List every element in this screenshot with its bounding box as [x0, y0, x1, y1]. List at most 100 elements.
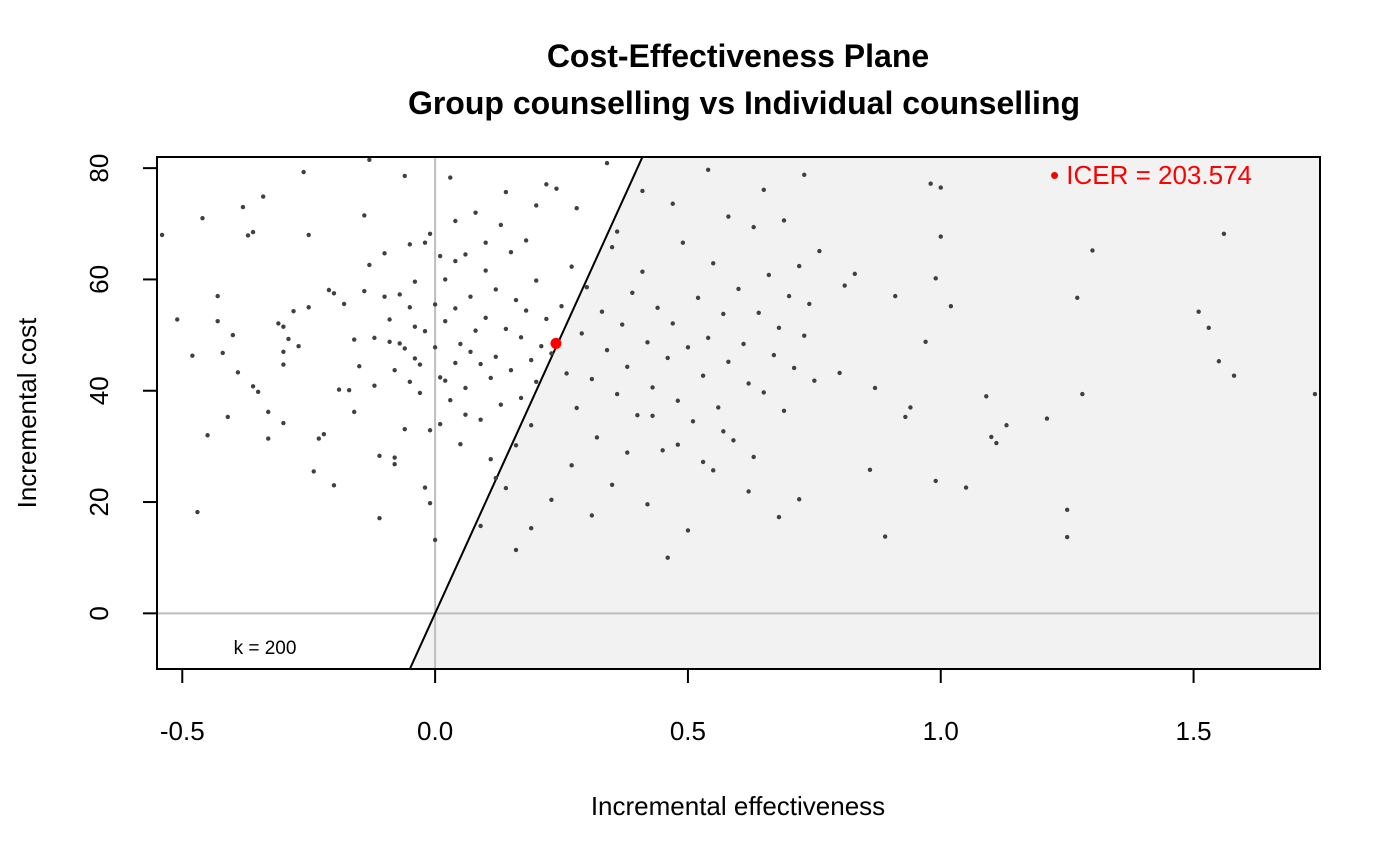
scatter-point	[837, 370, 842, 376]
scatter-point	[670, 201, 675, 206]
scatter-point	[215, 293, 220, 299]
scatter-point	[453, 218, 458, 224]
scatter-point	[463, 385, 468, 391]
scatter-point	[802, 333, 807, 338]
scatter-point	[453, 306, 458, 311]
scatter-point	[963, 485, 969, 490]
scatter-point	[503, 326, 509, 332]
scatter-point	[402, 426, 407, 432]
scatter-point	[705, 167, 711, 172]
scatter-point	[346, 387, 352, 393]
scatter-point	[448, 175, 453, 180]
scatter-point	[650, 385, 655, 390]
scatter-point	[235, 370, 241, 375]
scatter-point	[933, 478, 938, 484]
scatter-point	[534, 379, 539, 385]
scatter-point	[377, 453, 382, 459]
scatter-point	[443, 318, 448, 324]
scatter-point	[630, 290, 635, 295]
x-tick-label: -0.5	[160, 716, 205, 746]
scatter-point	[695, 295, 701, 300]
scatter-point	[432, 537, 438, 543]
scatter-point	[311, 469, 316, 474]
scatter-point	[372, 335, 377, 341]
scatter-point	[528, 526, 534, 531]
scatter-point	[933, 276, 938, 281]
scatter-point	[200, 216, 205, 221]
scatter-point	[367, 262, 372, 268]
scatter-point	[508, 249, 514, 255]
scatter-point	[721, 311, 726, 317]
scatter-point	[190, 353, 195, 358]
scatter-point	[1196, 309, 1201, 314]
scatter-point	[215, 318, 220, 324]
scatter-point	[872, 385, 878, 391]
scatter-point	[1064, 507, 1070, 513]
scatter-point	[584, 285, 590, 290]
scatter-point	[564, 371, 569, 376]
scatter-point	[589, 376, 595, 382]
scatter-point	[625, 450, 630, 455]
scatter-point	[665, 355, 670, 361]
scatter-point	[614, 229, 620, 234]
scatter-point	[842, 283, 847, 288]
scatter-point	[503, 189, 509, 195]
scatter-point	[417, 390, 423, 396]
scatter-point	[493, 354, 498, 359]
scatter-point	[331, 291, 337, 296]
scatter-point	[281, 362, 286, 367]
scatter-point	[437, 253, 443, 259]
scatter-point	[1090, 248, 1095, 253]
scatter-point	[443, 277, 448, 282]
scatter-point	[807, 301, 812, 307]
scatter-point	[372, 383, 377, 388]
scatter-point	[513, 443, 519, 448]
scatter-point	[412, 324, 418, 329]
scatter-point	[260, 194, 266, 199]
scatter-point	[574, 405, 579, 411]
scatter-point	[205, 433, 210, 438]
scatter-point	[756, 310, 761, 316]
scatter-point	[569, 463, 574, 468]
scatter-point	[903, 414, 908, 420]
scatter-point	[407, 242, 413, 247]
scatter-point	[518, 335, 524, 340]
scatter-point	[994, 440, 999, 446]
scatter-point	[397, 292, 402, 297]
scatter-point	[700, 373, 706, 378]
scatter-point	[721, 429, 726, 434]
scatter-point	[539, 344, 544, 349]
scatter-point	[781, 408, 787, 413]
scatter-point	[620, 322, 625, 327]
scatter-point	[281, 349, 286, 354]
scatter-point	[685, 345, 691, 350]
scatter-point	[761, 390, 766, 395]
scatter-point	[245, 233, 251, 238]
scatter-point	[609, 244, 615, 250]
scatter-point	[483, 240, 488, 245]
scatter-point	[938, 185, 943, 190]
scatter-point	[508, 367, 514, 373]
scatter-point	[488, 375, 493, 381]
scatter-point	[716, 405, 721, 410]
scatter-point	[761, 187, 766, 193]
scatter-point	[432, 345, 438, 350]
scatter-point	[503, 485, 509, 491]
scatter-point	[893, 293, 898, 299]
scatter-point	[1075, 295, 1080, 300]
scatter-point	[786, 293, 792, 299]
scatter-point	[382, 294, 387, 299]
y-axis: 0 20 40 60 80	[84, 154, 158, 621]
scatter-point	[640, 188, 645, 194]
scatter-point	[549, 351, 554, 356]
scatter-point	[1206, 325, 1211, 331]
scatter-point	[458, 341, 463, 347]
scatter-point	[412, 279, 418, 284]
scatter-point	[625, 364, 630, 370]
scatter-point	[796, 497, 802, 502]
scatter-point	[306, 305, 311, 310]
scatter-point	[513, 297, 519, 303]
scatter-point	[776, 514, 782, 520]
scatter-point	[660, 448, 665, 453]
